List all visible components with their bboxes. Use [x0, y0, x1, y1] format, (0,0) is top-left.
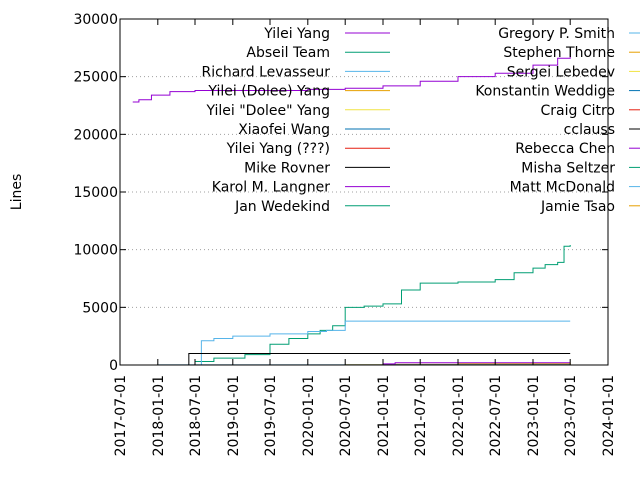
series-line-2 [195, 320, 571, 366]
legend-label: Jan Wedekind [234, 199, 330, 215]
x-tick-label: 2017-07-01 [113, 375, 129, 456]
x-tick-label: 2024-01-01 [601, 375, 617, 456]
series-line-7 [132, 352, 571, 366]
series-lines [132, 57, 571, 366]
x-tick-label: 2022-01-01 [451, 375, 467, 456]
legend-label: Craig Citro [540, 103, 615, 119]
legend-label: Matt McDonald [510, 180, 615, 196]
legend-label: Konstantin Weddige [475, 84, 615, 100]
x-tick-label: 2020-01-01 [301, 375, 317, 456]
x-tick-label: 2022-07-01 [488, 375, 504, 456]
y-tick-label: 30000 [73, 12, 118, 28]
x-tick-label: 2019-07-01 [263, 375, 279, 456]
x-tick-label: 2023-01-01 [526, 375, 542, 456]
y-axis-ticks: 0 5000 10000 15000 20000 25000 30000 [73, 12, 608, 374]
y-tick-label: 15000 [73, 185, 118, 201]
series-line-1 [157, 245, 571, 366]
legend-label: Richard Levasseur [202, 64, 331, 80]
y-tick-label: 0 [109, 358, 118, 374]
legend-label: Yilei Yang [263, 26, 330, 42]
legend-label: cclauss [564, 122, 615, 138]
legend-label: Rebecca Chen [515, 141, 615, 157]
y-tick-label: 25000 [73, 70, 118, 86]
legend-label: Jamie Tsao [540, 199, 615, 215]
legend-label: Abseil Team [246, 45, 330, 61]
x-tick-label: 2018-01-01 [151, 375, 167, 456]
x-tick-label: 2018-07-01 [188, 375, 204, 456]
x-tick-label: 2019-01-01 [226, 375, 242, 456]
legend-label: Yilei Yang (???) [226, 141, 330, 157]
legend-label: Misha Seltzer [521, 160, 615, 176]
legend-label: Stephen Thorne [503, 45, 615, 61]
y-axis-label: Lines [9, 174, 25, 210]
legend-label: Sergei Lebedev [507, 64, 615, 80]
legend: Yilei Yang Abseil Team Richard Levasseur Yi… [202, 26, 640, 215]
series-line-0 [132, 57, 571, 103]
legend-label: Yilei "Dolee" Yang [205, 103, 330, 119]
x-axis-ticks: 2017-07-01 2018-01-01 2018-07-01 2019-01-01… [113, 19, 617, 456]
y-tick-label: 10000 [73, 243, 118, 259]
x-tick-label: 2020-07-01 [338, 375, 354, 456]
x-tick-label: 2021-01-01 [376, 375, 392, 456]
legend-label: Yilei (Dolee) Yang [207, 84, 330, 100]
y-tick-label: 5000 [82, 300, 118, 316]
legend-label: Mike Rovner [244, 160, 330, 176]
legend-label: Karol M. Langner [212, 180, 330, 196]
legend-label: Gregory P. Smith [498, 26, 615, 42]
legend-label: Xiaofei Wang [238, 122, 330, 138]
y-tick-label: 20000 [73, 127, 118, 143]
x-tick-label: 2023-07-01 [563, 375, 579, 456]
x-tick-label: 2021-07-01 [413, 375, 429, 456]
